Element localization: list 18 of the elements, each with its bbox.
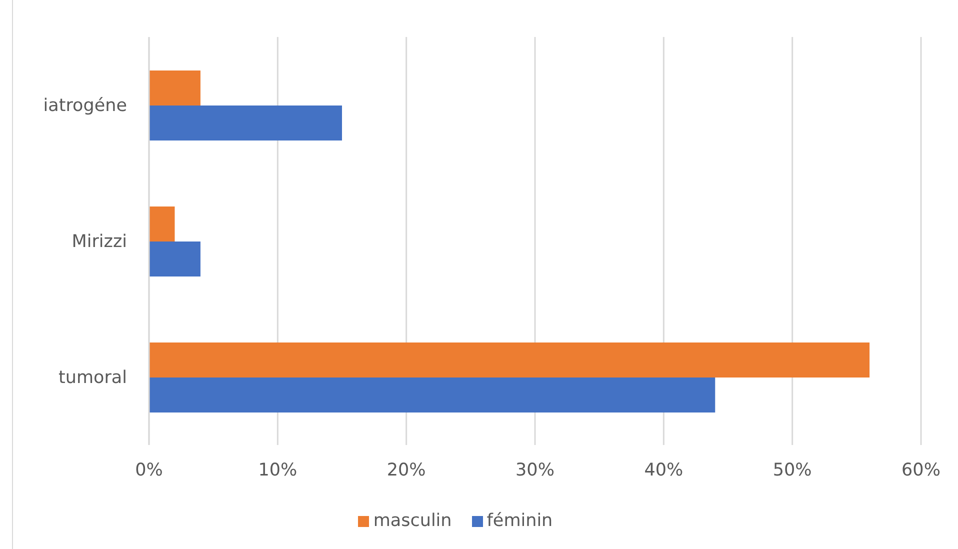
x-tick-label: 10%	[258, 460, 298, 480]
bar	[149, 105, 342, 140]
bar	[149, 377, 716, 412]
bar	[149, 241, 200, 276]
y-tick-label: tumoral	[58, 368, 127, 388]
bar	[149, 70, 200, 106]
x-tick-label: 0%	[135, 460, 163, 480]
x-tick-label: 50%	[772, 460, 812, 480]
legend-label: féminin	[486, 511, 553, 531]
y-tick-label: iatrogéne	[43, 96, 127, 116]
x-tick-label: 20%	[386, 460, 426, 480]
x-tick-label: 30%	[516, 460, 554, 480]
legend-label: masculin	[373, 511, 452, 531]
x-tick-label: 40%	[644, 460, 684, 480]
x-tick-label: 60%	[902, 460, 940, 480]
y-tick-label: Mirizzi	[72, 232, 127, 252]
bar	[149, 342, 870, 378]
bar	[149, 206, 175, 242]
